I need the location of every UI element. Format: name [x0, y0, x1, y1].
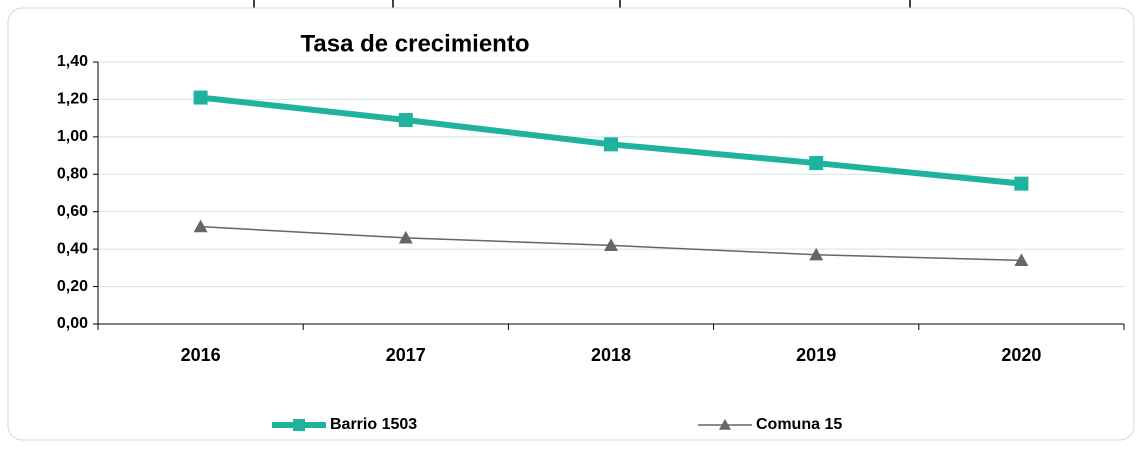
x-tick-label: 2017	[386, 345, 426, 365]
legend-marker	[293, 419, 305, 431]
y-tick-label: 0,80	[57, 166, 88, 183]
legend-label: Barrio 1503	[330, 416, 417, 433]
chart-frame	[7, 7, 1135, 441]
x-tick-label: 2016	[181, 345, 221, 365]
y-tick-label: 0,00	[57, 315, 88, 332]
data-point	[1014, 253, 1029, 266]
legend-label: Comuna 15	[756, 416, 842, 433]
y-tick-label: 1,20	[57, 91, 88, 108]
y-tick-label: 1,00	[57, 128, 88, 145]
x-tick-label: 2018	[591, 345, 631, 365]
y-tick-label: 0,20	[57, 278, 88, 295]
data-point	[193, 90, 208, 105]
data-point	[604, 238, 618, 251]
data-point	[193, 219, 208, 233]
data-point	[398, 230, 413, 244]
legend-marker	[719, 419, 731, 430]
chart-title: Tasa de crecimiento	[301, 30, 530, 57]
data-point	[604, 137, 618, 152]
x-tick-label: 2020	[1001, 345, 1041, 365]
data-point	[398, 113, 413, 128]
data-point	[809, 247, 824, 261]
x-tick-label: 2019	[796, 345, 836, 365]
data-point	[809, 156, 824, 171]
y-tick-label: 1,40	[57, 53, 88, 70]
y-tick-label: 0,60	[57, 203, 88, 220]
data-point	[1014, 176, 1029, 191]
y-tick-label: 0,40	[57, 240, 88, 257]
